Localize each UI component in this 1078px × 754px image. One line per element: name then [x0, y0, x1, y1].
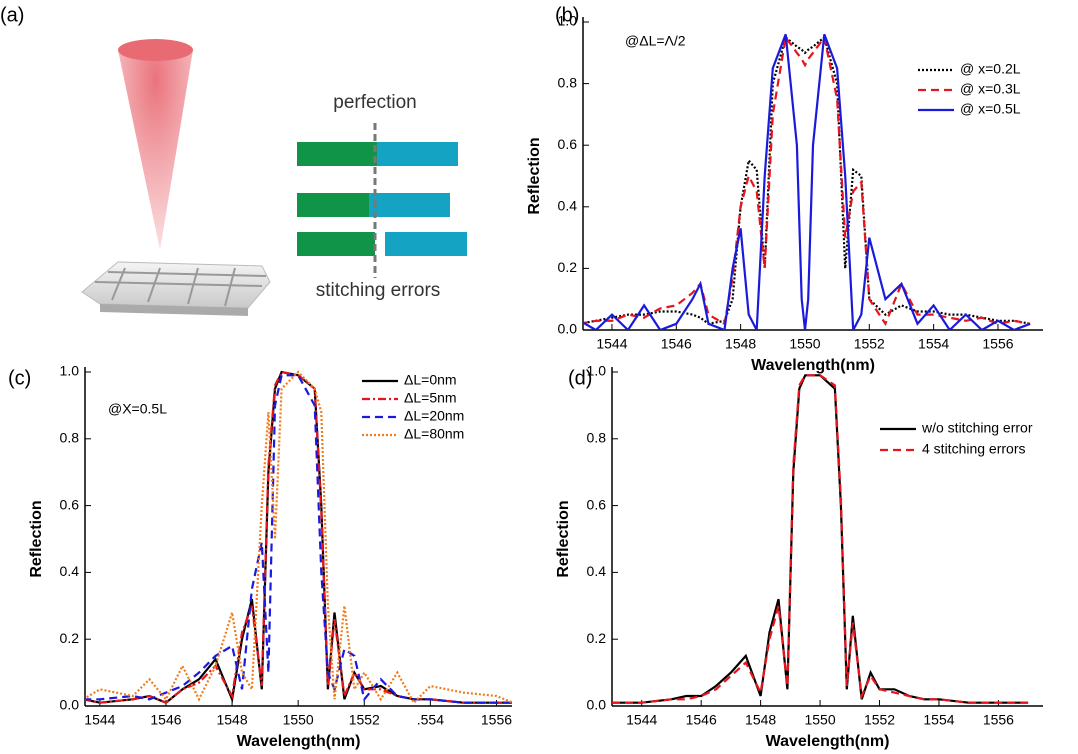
annotation: @ΔL=Λ/2 — [625, 33, 686, 49]
segment — [297, 142, 377, 166]
segment — [297, 193, 369, 217]
panel-label: (b) — [555, 4, 579, 26]
x-tick-label: 1550 — [804, 712, 835, 728]
y-tick-label: 0.8 — [60, 430, 80, 446]
x-tick-label: 1550 — [283, 712, 314, 728]
legend-label: ΔL=80nm — [404, 426, 464, 442]
data-line — [583, 34, 1031, 327]
y-tick-label: 0.2 — [587, 630, 607, 646]
y-tick-label: 0.2 — [60, 630, 80, 646]
x-tick-label: 1546 — [150, 712, 181, 728]
y-tick-label: 1.0 — [558, 13, 578, 29]
y-axis-label: Reflection — [526, 137, 543, 214]
x-axis-label: Wavelength(nm) — [766, 733, 890, 750]
x-tick-label: 1552 — [854, 336, 885, 352]
block-edge — [100, 304, 248, 316]
data-line — [85, 374, 512, 704]
x-tick-label: 1556 — [982, 336, 1013, 352]
chart: (b) @ΔL=Λ/2 1544 1546 1548 1550 1552 1554 1556 0.… — [526, 4, 1043, 374]
y-tick-label: 0.2 — [558, 259, 578, 275]
segment — [297, 232, 375, 256]
diagram-text: perfection — [333, 92, 416, 113]
chart: (d) 1544 1546 1548 1550 1552 1554 1556 0.0 0.2 0.4… — [555, 363, 1043, 750]
x-tick-label: 1556 — [481, 712, 512, 728]
grating-lines — [94, 267, 267, 307]
annotation: @X=0.5L — [108, 401, 167, 417]
y-tick-label: 0.0 — [60, 697, 80, 713]
legend-label: @ x=0.5L — [960, 101, 1021, 117]
x-tick-label: 1556 — [983, 712, 1014, 728]
segment — [385, 232, 467, 256]
y-tick-label: 0.6 — [558, 136, 578, 152]
x-tick-label: 1546 — [686, 712, 717, 728]
data-line — [583, 33, 1031, 330]
legend-label: @ x=0.3L — [960, 81, 1021, 97]
laser-cone — [118, 50, 193, 250]
segment — [377, 142, 458, 166]
y-tick-label: 0.0 — [587, 697, 607, 713]
x-tick-label: 1554 — [918, 336, 949, 352]
diagram-text: stitching errors — [316, 280, 441, 301]
y-tick-label: 0.6 — [587, 496, 607, 512]
x-tick-label: 1548 — [216, 712, 247, 728]
x-tick-label: 1550 — [789, 336, 820, 352]
x-axis-label: Wavelength(nm) — [237, 733, 361, 750]
x-tick-label: 1548 — [745, 712, 776, 728]
legend-label: @ x=0.2L — [960, 61, 1021, 77]
y-tick-label: 0.8 — [587, 430, 607, 446]
chart: (c) @X=0.5L 1544 1546 1548 1550 1552 .554 1556 0.… — [8, 363, 512, 751]
panel-a: (a) perfection stitching errors — [0, 4, 467, 316]
y-tick-label: 1.0 — [587, 363, 607, 379]
x-tick-label: 1546 — [661, 336, 692, 352]
x-tick-label: 1554 — [923, 712, 954, 728]
x-tick-label: 1552 — [349, 712, 380, 728]
legend-label: ΔL=20nm — [404, 408, 464, 424]
panel-label: (d) — [568, 367, 592, 389]
y-tick-label: 0.4 — [558, 198, 578, 214]
panel-label: (c) — [8, 367, 31, 389]
y-tick-label: 0.8 — [558, 74, 578, 90]
cone-top — [118, 39, 193, 61]
x-tick-label: 1544 — [596, 336, 627, 352]
legend-label: ΔL=0nm — [404, 372, 457, 388]
y-tick-label: 0.4 — [60, 563, 80, 579]
y-axis-label: Reflection — [555, 500, 572, 577]
x-tick-label: 1544 — [626, 712, 657, 728]
legend-label: w/o stitching error — [921, 420, 1033, 436]
x-tick-label: 1548 — [725, 336, 756, 352]
x-axis-label: Wavelength(nm) — [751, 357, 875, 374]
data-line — [612, 374, 1029, 704]
data-line — [85, 370, 512, 705]
panel-label: (a) — [0, 4, 24, 26]
y-tick-label: 0.0 — [558, 321, 578, 337]
y-tick-label: 1.0 — [60, 363, 80, 379]
y-axis-label: Reflection — [28, 500, 45, 577]
segment — [369, 193, 450, 217]
x-tick-label: 1552 — [864, 712, 895, 728]
y-tick-label: 0.6 — [60, 496, 80, 512]
y-tick-label: 0.4 — [587, 563, 607, 579]
legend-label: ΔL=5nm — [404, 390, 457, 406]
x-tick-label: 1544 — [84, 712, 115, 728]
data-line — [583, 35, 1031, 325]
legend-label: 4 stitching errors — [922, 441, 1025, 457]
x-tick-label: .554 — [417, 712, 444, 728]
